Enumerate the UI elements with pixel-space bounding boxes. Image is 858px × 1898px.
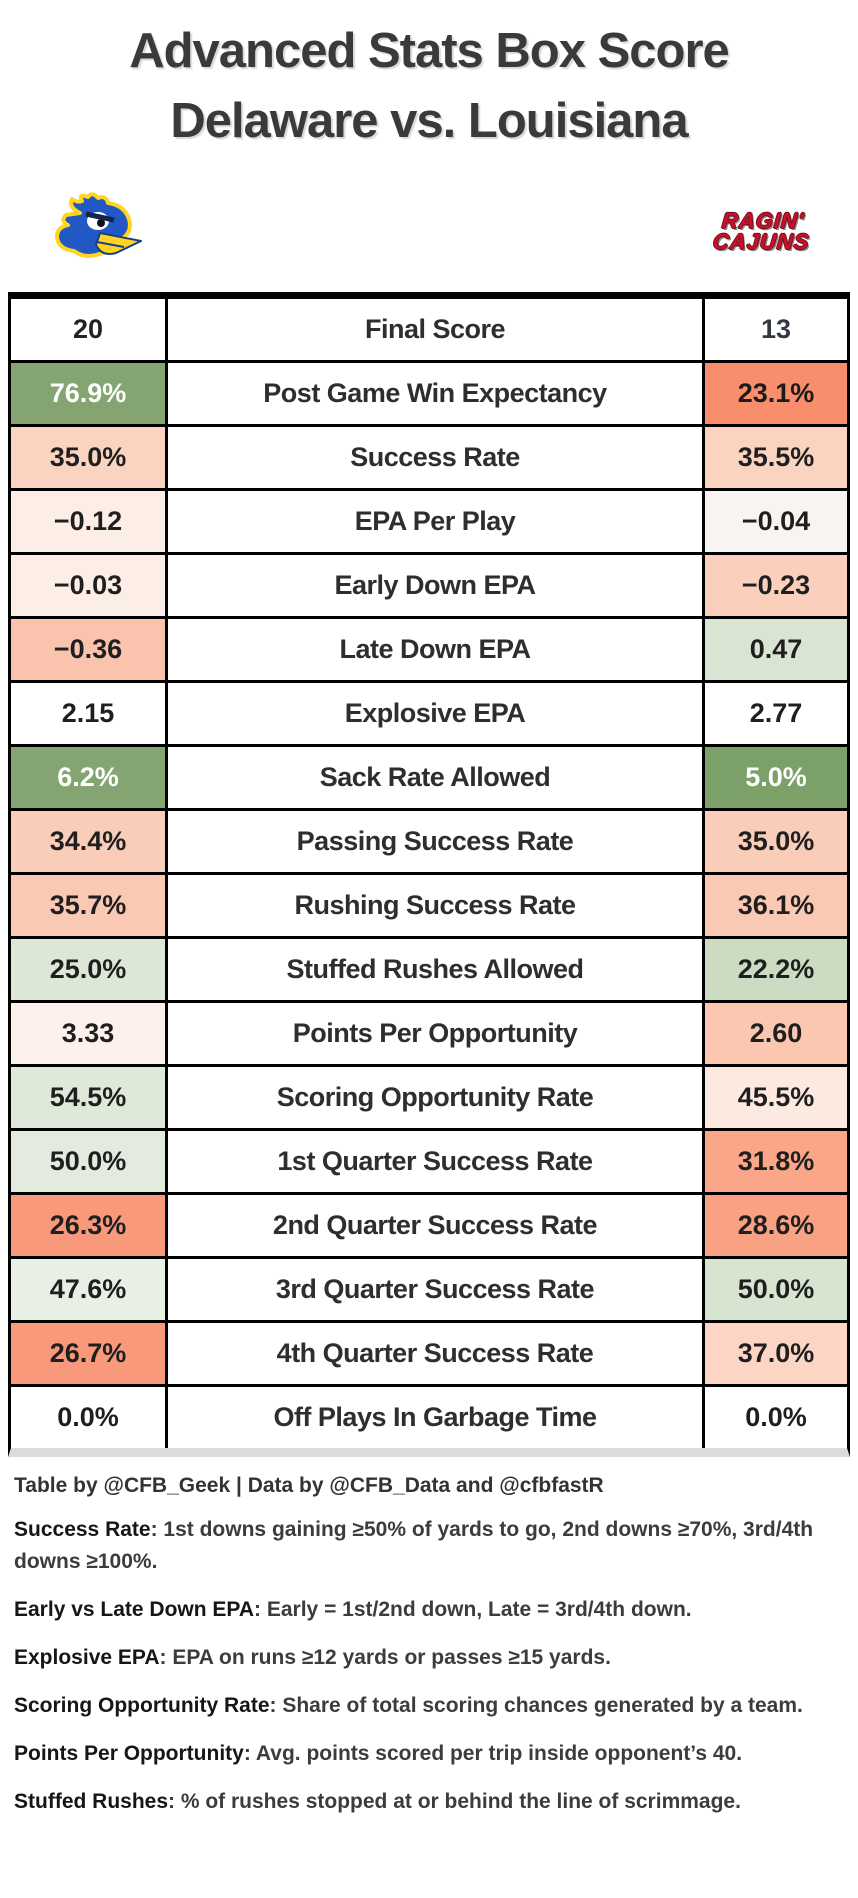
louisiana-logo: RAGIN' CAJUNS (711, 208, 816, 254)
stat-definition-term: Success Rate (14, 1518, 151, 1541)
metric-label-cell: 3rd Quarter Success Rate (168, 1259, 702, 1320)
home-value-cell: 25.0% (11, 939, 168, 1000)
table-row: 76.9% Post Game Win Expectancy 23.1% (11, 363, 847, 427)
home-value-cell: 76.9% (11, 363, 168, 424)
stat-definition-note: Success Rate: 1st downs gaining ≥50% of … (14, 1518, 814, 1573)
away-value-cell: 37.0% (702, 1323, 847, 1384)
table-row: 35.0% Success Rate 35.5% (11, 427, 847, 491)
table-row: 25.0% Stuffed Rushes Allowed 22.2% (11, 939, 847, 1003)
ragin-cajuns-line-2: CAJUNS (711, 229, 811, 254)
metric-label-cell: Rushing Success Rate (168, 875, 702, 936)
away-value-cell: 22.2% (702, 939, 847, 1000)
home-value-cell: −0.03 (11, 555, 168, 616)
metric-label-cell: EPA Per Play (168, 491, 702, 552)
away-value-cell: 45.5% (702, 1067, 847, 1128)
stat-definition-note: Early vs Late Down EPA: Early = 1st/2nd … (14, 1598, 692, 1621)
home-value-cell: 6.2% (11, 747, 168, 808)
table-row: 26.3% 2nd Quarter Success Rate 28.6% (11, 1195, 847, 1259)
table-row: 47.6% 3rd Quarter Success Rate 50.0% (11, 1259, 847, 1323)
title-line-1: Advanced Stats Box Score (129, 24, 730, 78)
page-title: Advanced Stats Box Score Delaware vs. Lo… (0, 0, 858, 156)
away-value-cell: 35.5% (702, 427, 847, 488)
table-row: 20 Final Score 13 (11, 299, 847, 363)
metric-label-cell: 2nd Quarter Success Rate (168, 1195, 702, 1256)
metric-label-cell: 4th Quarter Success Rate (168, 1323, 702, 1384)
home-value-cell: 26.7% (11, 1323, 168, 1384)
delaware-logo (44, 191, 148, 272)
metric-label-cell: Off Plays In Garbage Time (168, 1387, 702, 1448)
stat-definition-note: Points Per Opportunity: Avg. points scor… (14, 1742, 743, 1765)
metric-label-cell: Explosive EPA (168, 683, 702, 744)
away-value-cell: 5.0% (702, 747, 847, 808)
notes-container: Success Rate: 1st downs gaining ≥50% of … (14, 1514, 836, 1818)
metric-label-cell: Late Down EPA (168, 619, 702, 680)
table-row: 26.7% 4th Quarter Success Rate 37.0% (11, 1323, 847, 1387)
stat-definition-term: Early vs Late Down EPA (14, 1598, 255, 1621)
stat-definition-term: Points Per Opportunity (14, 1742, 244, 1765)
metric-label-cell: Final Score (168, 299, 702, 360)
metric-label-cell: Scoring Opportunity Rate (168, 1067, 702, 1128)
table-row: 54.5% Scoring Opportunity Rate 45.5% (11, 1067, 847, 1131)
home-value-cell: 35.0% (11, 427, 168, 488)
away-value-cell: 0.0% (702, 1387, 847, 1448)
metric-label-cell: Early Down EPA (168, 555, 702, 616)
away-value-cell: 2.60 (702, 1003, 847, 1064)
home-value-cell: −0.12 (11, 491, 168, 552)
table-row: 2.15 Explosive EPA 2.77 (11, 683, 847, 747)
ragin-cajuns-wordmark-icon: RAGIN' CAJUNS (711, 208, 816, 254)
home-value-cell: 26.3% (11, 1195, 168, 1256)
home-value-cell: 3.33 (11, 1003, 168, 1064)
table-row: −0.03 Early Down EPA −0.23 (11, 555, 847, 619)
away-value-cell: 13 (702, 299, 847, 360)
table-row: −0.12 EPA Per Play −0.04 (11, 491, 847, 555)
table-row: 35.7% Rushing Success Rate 36.1% (11, 875, 847, 939)
table-row: 3.33 Points Per Opportunity 2.60 (11, 1003, 847, 1067)
stat-definition-note: Scoring Opportunity Rate: Share of total… (14, 1694, 803, 1717)
table-row: 0.0% Off Plays In Garbage Time 0.0% (11, 1387, 847, 1448)
metric-label-cell: Points Per Opportunity (168, 1003, 702, 1064)
metric-label-cell: Post Game Win Expectancy (168, 363, 702, 424)
delaware-blue-hen-icon (44, 191, 148, 272)
home-value-cell: 35.7% (11, 875, 168, 936)
credit-line: Table by @CFB_Geek | Data by @CFB_Data a… (14, 1474, 604, 1497)
home-value-cell: −0.36 (11, 619, 168, 680)
away-value-cell: 35.0% (702, 811, 847, 872)
metric-label-cell: Sack Rate Allowed (168, 747, 702, 808)
ragin-cajuns-line-1: RAGIN' (720, 208, 805, 233)
home-value-cell: 50.0% (11, 1131, 168, 1192)
home-value-cell: 47.6% (11, 1259, 168, 1320)
home-value-cell: 20 (11, 299, 168, 360)
stat-definition-note: Explosive EPA: EPA on runs ≥12 yards or … (14, 1646, 611, 1669)
metric-label-cell: Stuffed Rushes Allowed (168, 939, 702, 1000)
away-value-cell: −0.04 (702, 491, 847, 552)
table-row: 34.4% Passing Success Rate 35.0% (11, 811, 847, 875)
away-value-cell: −0.23 (702, 555, 847, 616)
stat-definition-term: Stuffed Rushes (14, 1790, 169, 1813)
table-row: 50.0% 1st Quarter Success Rate 31.8% (11, 1131, 847, 1195)
stat-definition-note: Stuffed Rushes: % of rushes stopped at o… (14, 1790, 741, 1813)
stat-definition-term: Explosive EPA (14, 1646, 160, 1669)
stats-table: 20 Final Score 13 76.9% Post Game Win Expect… (8, 292, 850, 1457)
metric-label-cell: Passing Success Rate (168, 811, 702, 872)
away-value-cell: 23.1% (702, 363, 847, 424)
home-value-cell: 0.0% (11, 1387, 168, 1448)
away-value-cell: 31.8% (702, 1131, 847, 1192)
metric-label-cell: Success Rate (168, 427, 702, 488)
title-line-2: Delaware vs. Louisiana (170, 94, 688, 148)
home-value-cell: 34.4% (11, 811, 168, 872)
table-row: 6.2% Sack Rate Allowed 5.0% (11, 747, 847, 811)
footer: Table by @CFB_Geek | Data by @CFB_Data a… (0, 1474, 858, 1818)
home-value-cell: 2.15 (11, 683, 168, 744)
home-value-cell: 54.5% (11, 1067, 168, 1128)
metric-label-cell: 1st Quarter Success Rate (168, 1131, 702, 1192)
stat-definition-term: Scoring Opportunity Rate (14, 1694, 270, 1717)
away-value-cell: 2.77 (702, 683, 847, 744)
table-row: −0.36 Late Down EPA 0.47 (11, 619, 847, 683)
away-value-cell: 36.1% (702, 875, 847, 936)
away-value-cell: 50.0% (702, 1259, 847, 1320)
away-value-cell: 0.47 (702, 619, 847, 680)
away-value-cell: 28.6% (702, 1195, 847, 1256)
team-logos-row: RAGIN' CAJUNS (0, 191, 858, 272)
